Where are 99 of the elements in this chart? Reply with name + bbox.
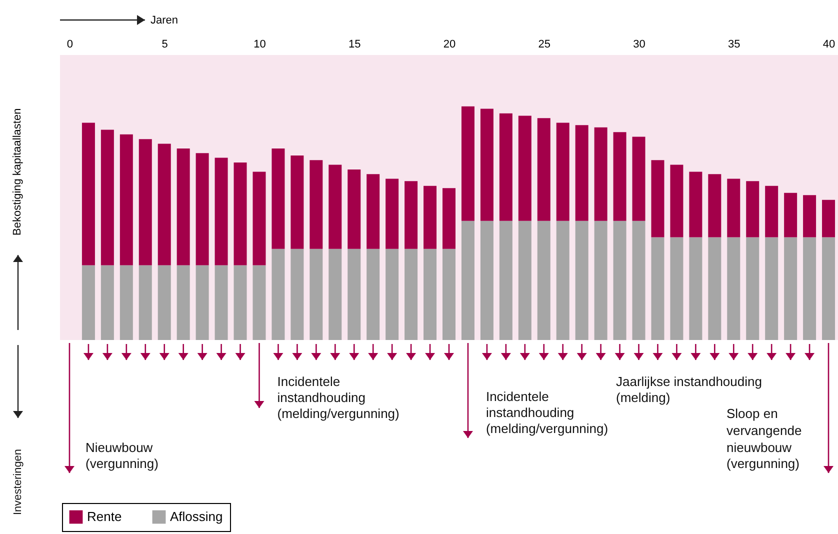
- bar: [575, 220, 588, 340]
- bar: [120, 134, 133, 266]
- bar: [82, 265, 95, 340]
- bar: [613, 132, 626, 221]
- x-tick-label: 30: [633, 38, 646, 50]
- bar: [784, 237, 798, 340]
- bar: [366, 174, 380, 249]
- bar: [670, 164, 684, 238]
- x-tick-label: 0: [66, 38, 74, 50]
- bar: [499, 113, 512, 221]
- bar: [765, 186, 778, 238]
- bar: [328, 164, 342, 249]
- bar: [651, 237, 664, 340]
- bar: [461, 220, 474, 340]
- bar: [290, 155, 304, 249]
- bar: [613, 220, 626, 340]
- bar: [537, 220, 550, 340]
- bar: [290, 248, 304, 340]
- bar: [746, 237, 760, 340]
- x-axis-title: Jaren: [150, 14, 178, 26]
- bar: [575, 125, 588, 221]
- bar: [272, 248, 285, 340]
- bar: [708, 237, 722, 340]
- bar: [670, 237, 684, 340]
- bar: [386, 178, 399, 249]
- bar: [404, 181, 418, 249]
- bar: [100, 130, 114, 266]
- bar: [424, 186, 437, 249]
- bar: [803, 237, 816, 340]
- bar: [328, 248, 342, 340]
- bar: [784, 192, 798, 238]
- bar: [822, 237, 836, 340]
- x-tick-label: 15: [348, 38, 361, 50]
- legend-label: Rente: [87, 509, 122, 524]
- bar: [461, 106, 474, 221]
- bar: [518, 116, 532, 221]
- bar: [366, 248, 380, 340]
- bar: [651, 160, 664, 238]
- bar: [196, 265, 209, 340]
- bar: [176, 148, 190, 266]
- bar: [158, 144, 171, 266]
- bar: [594, 127, 608, 221]
- x-tick-label: 10: [254, 38, 266, 50]
- bar: [252, 265, 266, 340]
- bar: [348, 169, 361, 249]
- x-tick-label: 25: [538, 38, 551, 50]
- text: Jaarlijkse instandhouding (melding): [616, 374, 762, 405]
- bar: [176, 265, 190, 340]
- bar: [689, 237, 702, 340]
- bar: [386, 248, 399, 340]
- bar: [272, 148, 285, 249]
- bar: [480, 220, 494, 340]
- text: Incidentele instandhouding (melding/vergunning): [277, 374, 400, 421]
- x-tick-label: 5: [162, 38, 168, 50]
- bar: [82, 122, 95, 266]
- bar: [689, 172, 702, 238]
- bar: [120, 265, 133, 340]
- bar: [556, 122, 570, 221]
- bar: [348, 248, 361, 340]
- bar: [803, 195, 816, 238]
- bar: [310, 160, 323, 249]
- bar: [727, 178, 740, 238]
- bar: [727, 237, 740, 340]
- bar: [442, 188, 456, 249]
- y-axis-title: Bekostiging kapitaallasten: [12, 108, 24, 236]
- bar: [480, 108, 494, 221]
- bar: [214, 158, 228, 266]
- bar: [100, 265, 114, 340]
- text: Nieuwbouw (vergunning): [85, 440, 158, 471]
- text: Investeringen: [12, 448, 24, 515]
- bar: [632, 136, 646, 221]
- bar: [138, 139, 152, 266]
- bar: [310, 248, 323, 340]
- x-tick-label: 40: [822, 38, 836, 50]
- bar: [746, 181, 760, 238]
- x-tick-label: 35: [728, 38, 740, 50]
- bar: [765, 237, 778, 340]
- bar: [234, 162, 247, 266]
- bar: [632, 220, 646, 340]
- bar: [594, 220, 608, 340]
- text: Sloop en vervangende nieuwbouw (vergunning): [726, 406, 802, 471]
- bar: [214, 265, 228, 340]
- bar: [158, 265, 171, 340]
- bar: [708, 174, 722, 238]
- bar: [404, 248, 418, 340]
- legend-label: Aflossing: [170, 509, 223, 524]
- bar: [234, 265, 247, 340]
- bar: [499, 220, 512, 340]
- x-tick-label: 20: [443, 38, 456, 50]
- bar: [252, 172, 266, 266]
- bar: [424, 248, 437, 340]
- text: Incidentele instandhouding (melding/vergunning): [486, 389, 608, 436]
- bar: [138, 265, 152, 340]
- bar: [537, 118, 550, 221]
- bar: [196, 153, 209, 266]
- bar: [556, 220, 570, 340]
- bar: [822, 200, 836, 238]
- bar: [442, 248, 456, 340]
- bar: [518, 220, 532, 340]
